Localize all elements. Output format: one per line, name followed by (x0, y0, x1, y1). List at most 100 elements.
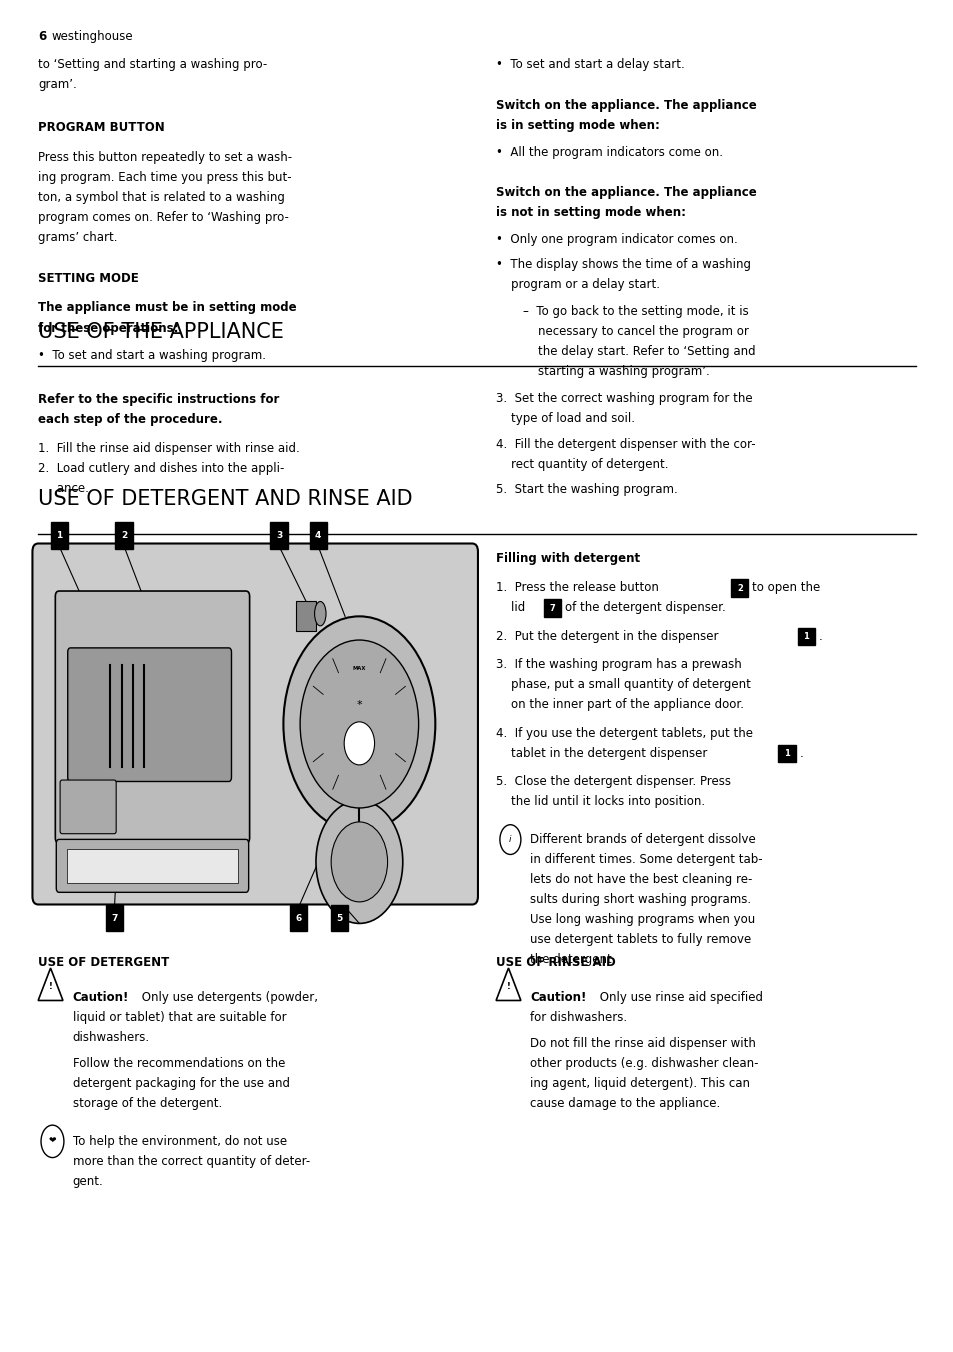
Text: Caution!: Caution! (530, 991, 586, 1005)
Text: other products (e.g. dishwasher clean-: other products (e.g. dishwasher clean- (530, 1057, 759, 1069)
Text: detergent packaging for the use and: detergent packaging for the use and (72, 1076, 289, 1090)
FancyBboxPatch shape (290, 904, 307, 932)
Text: PROGRAM BUTTON: PROGRAM BUTTON (38, 122, 165, 134)
Text: is in setting mode when:: is in setting mode when: (496, 119, 659, 131)
FancyBboxPatch shape (309, 522, 326, 549)
Text: 1.  Fill the rinse aid dispenser with rinse aid.: 1. Fill the rinse aid dispenser with rin… (38, 442, 299, 454)
Text: Filling with detergent: Filling with detergent (496, 552, 639, 565)
Text: 4.  Fill the detergent dispenser with the cor-: 4. Fill the detergent dispenser with the… (496, 438, 755, 450)
Text: •  Only one program indicator comes on.: • Only one program indicator comes on. (496, 234, 737, 246)
Text: lets do not have the best cleaning re-: lets do not have the best cleaning re- (530, 873, 752, 886)
FancyBboxPatch shape (271, 522, 288, 549)
Text: 6: 6 (295, 914, 301, 922)
Bar (67, 849, 238, 883)
Circle shape (331, 822, 387, 902)
Text: sults during short washing programs.: sults during short washing programs. (530, 892, 751, 906)
Text: !: ! (49, 983, 52, 991)
Text: cause damage to the appliance.: cause damage to the appliance. (530, 1096, 720, 1110)
Polygon shape (496, 968, 520, 1000)
Text: Refer to the specific instructions for: Refer to the specific instructions for (38, 393, 279, 407)
Text: each step of the procedure.: each step of the procedure. (38, 414, 222, 426)
Text: starting a washing program’.: starting a washing program’. (522, 365, 709, 379)
Text: 20: 20 (223, 719, 230, 725)
Text: liquid or tablet) that are suitable for: liquid or tablet) that are suitable for (72, 1011, 286, 1023)
Text: !: ! (506, 983, 510, 991)
Text: 5: 5 (336, 914, 343, 922)
Text: Use long washing programs when you: Use long washing programs when you (530, 913, 755, 926)
Circle shape (300, 639, 418, 808)
FancyBboxPatch shape (115, 522, 132, 549)
Text: in different times. Some detergent tab-: in different times. Some detergent tab- (530, 853, 762, 865)
Text: 2.  Put the detergent in the dispenser: 2. Put the detergent in the dispenser (496, 630, 718, 642)
Text: for these operations:: for these operations: (38, 322, 178, 334)
Text: 7: 7 (112, 914, 117, 922)
Text: grams’ chart.: grams’ chart. (38, 231, 117, 245)
Text: gram’.: gram’. (38, 78, 77, 91)
Text: the detergent.: the detergent. (530, 953, 616, 965)
Text: Different brands of detergent dissolve: Different brands of detergent dissolve (530, 833, 756, 846)
FancyBboxPatch shape (778, 745, 795, 763)
Text: 2.  Load cutlery and dishes into the appli-: 2. Load cutlery and dishes into the appl… (38, 462, 284, 475)
Text: Caution!: Caution! (72, 991, 129, 1005)
FancyBboxPatch shape (68, 648, 232, 781)
Text: necessary to cancel the program or: necessary to cancel the program or (522, 326, 748, 338)
Text: program or a delay start.: program or a delay start. (496, 279, 659, 292)
Text: 5.  Close the detergent dispenser. Press: 5. Close the detergent dispenser. Press (496, 775, 730, 788)
Text: the lid until it locks into position.: the lid until it locks into position. (496, 795, 704, 808)
Circle shape (283, 617, 435, 831)
Text: 6: 6 (38, 30, 47, 43)
Text: phase, put a small quantity of detergent: phase, put a small quantity of detergent (496, 679, 750, 691)
Text: to open the: to open the (751, 581, 820, 595)
Text: 5.  Start the washing program.: 5. Start the washing program. (496, 484, 678, 496)
Text: dishwashers.: dishwashers. (72, 1032, 150, 1044)
Circle shape (315, 800, 402, 923)
Text: To help the environment, do not use: To help the environment, do not use (72, 1134, 286, 1148)
Text: 3: 3 (275, 531, 282, 539)
FancyBboxPatch shape (55, 591, 250, 844)
Text: .: . (799, 746, 802, 760)
Text: Only use detergents (powder,: Only use detergents (powder, (138, 991, 318, 1005)
Text: program comes on. Refer to ‘Washing pro-: program comes on. Refer to ‘Washing pro- (38, 211, 289, 224)
Text: 1: 1 (783, 749, 789, 758)
Ellipse shape (314, 602, 326, 626)
Text: westinghouse: westinghouse (51, 30, 133, 43)
Text: 2: 2 (736, 584, 742, 592)
Text: 1: 1 (802, 631, 808, 641)
Text: –  To go back to the setting mode, it is: – To go back to the setting mode, it is (522, 306, 748, 319)
Text: USE OF RINSE AID: USE OF RINSE AID (496, 956, 616, 969)
Text: 4: 4 (314, 531, 321, 539)
Text: •  To set and start a delay start.: • To set and start a delay start. (496, 58, 684, 72)
Text: •  To set and start a washing program.: • To set and start a washing program. (38, 349, 266, 361)
Circle shape (499, 825, 520, 854)
Text: 4.  If you use the detergent tablets, put the: 4. If you use the detergent tablets, put… (496, 726, 752, 740)
Text: is not in setting mode when:: is not in setting mode when: (496, 207, 685, 219)
FancyBboxPatch shape (60, 780, 116, 834)
Text: •  The display shows the time of a washing: • The display shows the time of a washin… (496, 258, 750, 272)
Text: use detergent tablets to fully remove: use detergent tablets to fully remove (530, 933, 751, 946)
Text: •  All the program indicators come on.: • All the program indicators come on. (496, 146, 722, 158)
Text: the delay start. Refer to ‘Setting and: the delay start. Refer to ‘Setting and (522, 346, 755, 358)
Text: MAX: MAX (353, 665, 366, 671)
Text: ing agent, liquid detergent). This can: ing agent, liquid detergent). This can (530, 1076, 750, 1090)
Text: ton, a symbol that is related to a washing: ton, a symbol that is related to a washi… (38, 191, 285, 204)
Text: storage of the detergent.: storage of the detergent. (72, 1096, 221, 1110)
Text: Follow the recommendations on the: Follow the recommendations on the (72, 1057, 285, 1069)
Text: i: i (509, 836, 511, 844)
Text: ance.: ance. (38, 481, 89, 495)
FancyBboxPatch shape (797, 627, 814, 645)
Text: 1.  Press the release button: 1. Press the release button (496, 581, 659, 595)
Text: gent.: gent. (72, 1175, 103, 1187)
Text: type of load and soil.: type of load and soil. (496, 412, 635, 425)
Text: lid: lid (496, 602, 525, 614)
FancyBboxPatch shape (56, 840, 249, 892)
FancyBboxPatch shape (51, 522, 68, 549)
Polygon shape (38, 968, 63, 1000)
FancyBboxPatch shape (543, 599, 560, 617)
FancyBboxPatch shape (32, 544, 477, 904)
FancyBboxPatch shape (730, 579, 747, 598)
Text: SETTING MODE: SETTING MODE (38, 272, 139, 285)
Text: Only use rinse aid specified: Only use rinse aid specified (596, 991, 762, 1005)
Text: rect quantity of detergent.: rect quantity of detergent. (496, 458, 668, 470)
Text: USE OF DETERGENT: USE OF DETERGENT (38, 956, 170, 969)
Circle shape (41, 1125, 64, 1157)
